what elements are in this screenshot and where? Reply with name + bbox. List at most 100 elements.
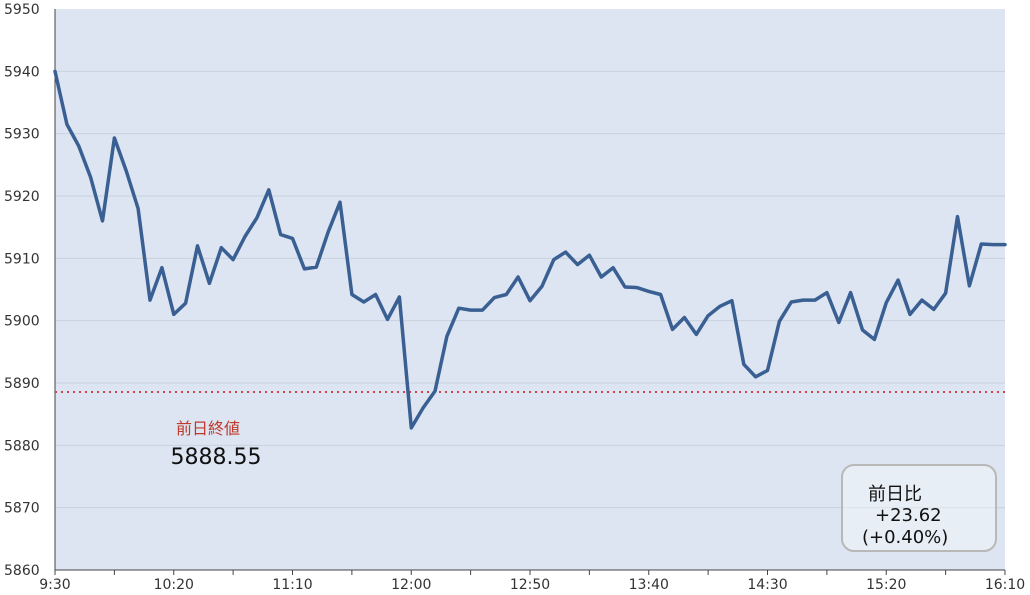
- data-point: [933, 308, 935, 311]
- data-point: [351, 293, 353, 296]
- data-point: [766, 369, 769, 372]
- data-point: [992, 244, 994, 246]
- data-point: [743, 363, 745, 365]
- data-point: [624, 286, 626, 288]
- data-point: [553, 258, 555, 261]
- data-point: [375, 293, 377, 296]
- y-axis: 5860 5870 5880 5890 5900 5910 5920 5930 5940 5950: [4, 2, 56, 579]
- data-point: [505, 293, 507, 296]
- data-point: [173, 313, 175, 316]
- data-point: [220, 247, 222, 249]
- x-tick-label: 15:20: [866, 577, 906, 593]
- data-point: [541, 285, 543, 287]
- data-point: [600, 276, 602, 278]
- data-point: [410, 427, 412, 429]
- data-point: [470, 309, 472, 311]
- x-tick-label: 16:10: [985, 577, 1025, 593]
- data-point: [707, 315, 709, 317]
- data-point: [660, 293, 662, 296]
- change-box-percent: (+0.40%): [862, 527, 948, 548]
- y-tick-label: 5890: [4, 376, 40, 392]
- data-point: [149, 299, 151, 301]
- y-tick-label: 5870: [4, 501, 40, 517]
- data-point: [790, 301, 792, 303]
- data-point: [446, 335, 448, 337]
- x-tick-label: 12:50: [510, 577, 550, 593]
- y-tick-label: 5900: [4, 314, 40, 330]
- x-axis: 9:30 10:20 11:10 12:00 12:50 13:40 14:30 15:20 1…: [39, 569, 1025, 593]
- data-point: [90, 176, 92, 178]
- data-point: [778, 320, 780, 322]
- data-point: [814, 299, 816, 301]
- x-tick-label: 13:40: [629, 577, 669, 593]
- gridlines: [55, 70, 1005, 509]
- data-point: [434, 390, 436, 392]
- data-point: [873, 338, 875, 340]
- data-point: [196, 245, 199, 247]
- y-tick-label: 5940: [4, 64, 40, 80]
- data-point: [125, 170, 127, 172]
- data-point: [422, 407, 424, 409]
- y-tick-label: 5950: [4, 2, 40, 18]
- data-point: [850, 292, 852, 294]
- y-tick-label: 5880: [4, 438, 40, 454]
- data-point: [980, 243, 982, 245]
- data-point: [588, 254, 590, 256]
- data-point: [398, 296, 400, 298]
- change-box-title: 前日比: [868, 484, 922, 505]
- previous-close-value: 5888.55: [171, 445, 262, 470]
- price-points: [54, 70, 1006, 429]
- data-point: [280, 234, 282, 236]
- data-point: [291, 237, 294, 239]
- data-point: [78, 145, 80, 147]
- x-tick-label: 12:00: [391, 577, 431, 593]
- y-tick-label: 5910: [4, 251, 40, 267]
- change-box-amount: +23.62: [875, 505, 942, 526]
- data-point: [1004, 244, 1006, 246]
- x-tick-label: 10:20: [154, 577, 194, 593]
- data-point: [956, 215, 959, 218]
- data-point: [636, 287, 638, 289]
- data-point: [363, 301, 365, 303]
- data-point: [576, 263, 579, 266]
- data-point: [232, 258, 234, 261]
- data-point: [137, 207, 139, 210]
- data-point: [493, 297, 495, 299]
- data-point: [909, 313, 911, 316]
- data-point: [208, 282, 210, 284]
- data-point: [683, 316, 685, 319]
- data-point: [303, 268, 305, 270]
- y-tick-label: 5860: [4, 563, 40, 579]
- data-point: [327, 231, 329, 233]
- data-point: [861, 329, 864, 331]
- data-point: [244, 235, 246, 238]
- data-point: [826, 292, 828, 294]
- data-point: [731, 300, 733, 302]
- data-point: [458, 307, 460, 309]
- data-point: [339, 201, 341, 203]
- x-tick-label: 14:30: [747, 577, 787, 593]
- data-point: [612, 267, 614, 269]
- data-point: [113, 137, 115, 139]
- data-point: [755, 376, 757, 378]
- data-point: [719, 305, 721, 307]
- data-point: [517, 276, 519, 278]
- data-point: [66, 123, 68, 125]
- data-point: [671, 328, 674, 330]
- data-point: [565, 251, 567, 253]
- data-point: [838, 321, 840, 324]
- data-point: [529, 300, 531, 302]
- x-tick-label: 9:30: [39, 577, 70, 593]
- change-box: 前日比 +23.62 (+0.40%): [841, 464, 997, 552]
- data-point: [185, 302, 187, 304]
- data-point: [256, 217, 258, 219]
- y-tick-label: 5930: [4, 127, 40, 143]
- data-point: [268, 189, 270, 191]
- data-point: [648, 290, 650, 292]
- data-point: [481, 309, 484, 311]
- data-point: [945, 292, 947, 294]
- data-point: [54, 70, 56, 72]
- data-point: [315, 266, 317, 268]
